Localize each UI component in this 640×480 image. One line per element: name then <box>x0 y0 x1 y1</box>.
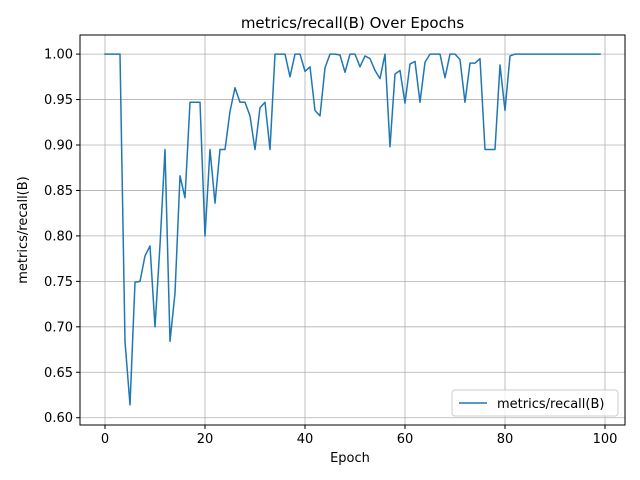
legend-label: metrics/recall(B) <box>497 397 604 412</box>
chart-title: metrics/recall(B) Over Epochs <box>241 14 465 32</box>
y-axis-label: metrics/recall(B) <box>16 176 31 283</box>
x-tick-label: 100 <box>593 432 618 447</box>
y-tick-label: 0.85 <box>44 184 73 199</box>
y-tick-label: 0.95 <box>44 93 73 108</box>
plot-frame <box>79 34 626 426</box>
x-tick-label: 20 <box>197 432 214 447</box>
legend-box <box>451 389 619 417</box>
ticks: 0 20 40 60 80 100 0.60 0.65 0.70 0.75 0.80 0.85 0.90… <box>44 48 617 447</box>
series-layer <box>104 53 601 406</box>
x-tick-label: 0 <box>101 432 109 447</box>
y-tick-label: 0.60 <box>44 411 73 426</box>
y-tick-label: 0.70 <box>44 320 73 335</box>
y-tick-label: 0.75 <box>44 275 73 290</box>
legend: metrics/recall(B) <box>451 389 619 417</box>
x-tick-label: 60 <box>397 432 414 447</box>
x-tick-label: 40 <box>297 432 314 447</box>
x-tick-label: 80 <box>497 432 514 447</box>
x-axis-label: Epoch <box>330 451 370 466</box>
y-tick-label: 0.65 <box>44 366 73 381</box>
series-line-recall <box>104 53 601 406</box>
y-tick-label: 1.00 <box>44 48 73 63</box>
y-tick-label: 0.80 <box>44 229 73 244</box>
y-tick-label: 0.90 <box>44 139 73 154</box>
